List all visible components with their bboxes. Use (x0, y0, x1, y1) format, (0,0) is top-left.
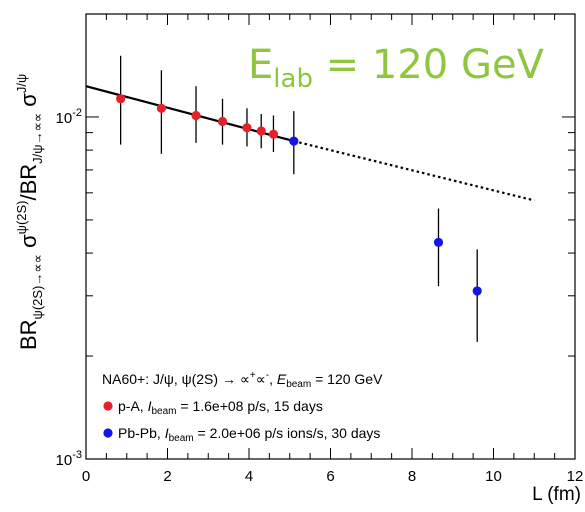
legend-entry-p-a: p-A, Ibeam = 1.6e+08 p/s, 15 days (118, 398, 323, 417)
point-p-a (116, 94, 126, 104)
legend-marker-pb-pb (103, 428, 113, 438)
point-p-a (242, 123, 252, 133)
point-p-a (268, 129, 279, 139)
legend: NA60+: J/ψ, ψ(2S) → ∝+∝-, Ebeam = 120 Ge… (102, 370, 383, 444)
x-tick-label: 6 (326, 468, 334, 485)
energy-annotation: Elab = 120 GeV (248, 42, 545, 94)
x-tick-label: 10 (485, 468, 502, 485)
y-tick-label: 10-2 (56, 107, 82, 127)
point-p-a (256, 126, 266, 136)
data-points (116, 55, 482, 342)
x-tick-label: 12 (567, 468, 584, 485)
axes: 0 2 4 6 8 10 12 10-2 10-3 (56, 13, 584, 485)
point-pb-pb (433, 237, 444, 247)
point-p-a (217, 116, 228, 127)
x-tick-label: 2 (163, 468, 171, 485)
x-tick-label: 4 (245, 468, 253, 485)
legend-entry-pb-pb: Pb-Pb, Ibeam = 2.0e+06 p/s ions/s, 30 da… (118, 425, 380, 444)
point-p-a (191, 110, 201, 121)
y-axis-label: BRψ(2S)→∝∝​ σψ(2S)​/BRJ/ψ→∝∝​ σJ/ψ​ (14, 74, 45, 350)
point-pb-pb (289, 136, 299, 146)
legend-marker-p-a (103, 401, 113, 411)
x-axis-label: L (fm) (532, 484, 581, 505)
legend-header: NA60+: J/ψ, ψ(2S) → ∝+∝-, Ebeam = 120 Ge… (102, 370, 383, 390)
y-tick-label: 10-3 (56, 449, 82, 469)
x-tick-label: 8 (408, 468, 416, 485)
point-pb-pb (472, 286, 482, 296)
point-p-a (156, 103, 166, 113)
x-tick-label: 0 (82, 468, 90, 485)
